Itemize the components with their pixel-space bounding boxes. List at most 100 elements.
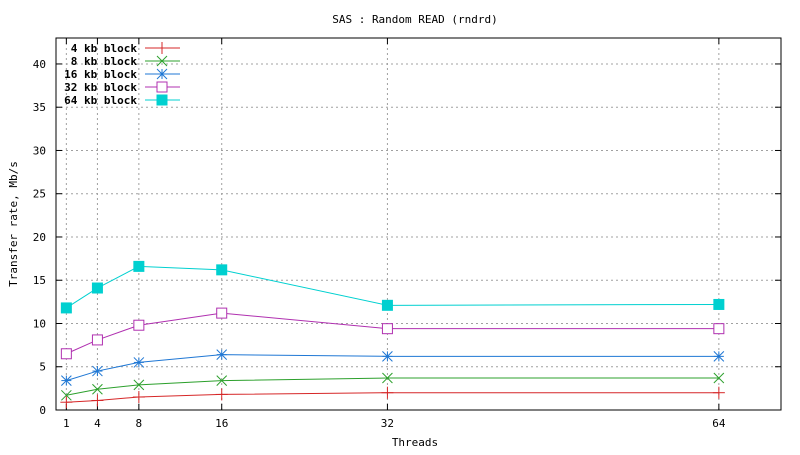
marker-square — [713, 298, 725, 310]
data-point — [215, 388, 228, 401]
data-point — [713, 298, 725, 310]
marker-square — [381, 299, 393, 311]
series-line — [66, 392, 719, 403]
legend-item: 8 kb block — [71, 55, 180, 68]
series-line — [66, 377, 719, 396]
x-tick-label: 32 — [381, 417, 394, 430]
data-point — [133, 319, 145, 331]
marker-square — [713, 323, 725, 335]
legend-label: 8 kb block — [71, 55, 138, 68]
data-point — [713, 351, 725, 362]
y-tick-label: 25 — [33, 188, 46, 201]
series-64-kb-block — [60, 260, 725, 314]
marker-square — [156, 94, 168, 106]
marker-square — [91, 334, 103, 346]
y-axis-label: Transfer rate, Mb/s — [7, 161, 20, 287]
marker-square — [216, 307, 228, 319]
data-point — [91, 394, 104, 407]
data-point — [91, 282, 103, 294]
y-tick-label: 0 — [39, 404, 46, 417]
marker-square — [60, 302, 72, 314]
marker-square — [91, 282, 103, 294]
data-point — [61, 389, 72, 401]
data-point — [133, 357, 145, 368]
gridlines — [56, 38, 781, 410]
series-16-kb-block — [61, 349, 725, 386]
data-point — [60, 396, 73, 409]
data-point — [156, 42, 168, 54]
data-point — [91, 334, 103, 346]
data-point — [156, 68, 168, 80]
data-point — [712, 386, 725, 399]
data-point — [156, 81, 168, 93]
data-point — [60, 348, 72, 360]
x-tick-label: 4 — [94, 417, 101, 430]
data-point — [133, 379, 145, 391]
marker-stroke — [382, 372, 393, 384]
marker-stroke — [92, 383, 103, 395]
marker-stroke — [61, 389, 72, 401]
marker-stroke — [156, 68, 168, 80]
data-point — [713, 323, 725, 335]
data-point — [381, 299, 393, 311]
series-4-kb-block — [60, 386, 725, 409]
legend-label: 32 kb block — [64, 81, 137, 94]
series-32-kb-block — [60, 307, 725, 360]
x-axis-label: Threads — [392, 436, 438, 449]
y-tick-label: 40 — [33, 58, 46, 71]
data-point — [713, 372, 725, 384]
data-point — [92, 365, 103, 377]
series-group — [60, 260, 725, 409]
legend-item: 4 kb block — [71, 42, 180, 55]
marker-stroke — [216, 349, 228, 360]
x-tick-label: 64 — [712, 417, 726, 430]
data-point — [133, 260, 145, 272]
y-tick-label: 10 — [33, 317, 46, 330]
data-point — [381, 386, 394, 399]
axes: 0 5 10 15 20 25 30 35 40 1 4 8 16 32 64 — [33, 38, 781, 430]
plot-frame — [55, 37, 782, 411]
y-tick-label: 35 — [33, 101, 46, 114]
data-point — [216, 307, 228, 319]
marker-square — [216, 264, 228, 276]
data-point — [132, 391, 145, 404]
marker-stroke — [133, 357, 145, 368]
y-tick-label: 5 — [39, 361, 46, 374]
legend-item: 64 kb block — [64, 94, 180, 107]
marker-square — [133, 260, 145, 272]
marker-square — [133, 319, 145, 331]
marker-stroke — [713, 351, 725, 362]
legend-label: 4 kb block — [71, 42, 138, 55]
legend-label: 64 kb block — [64, 94, 137, 107]
marker-stroke — [382, 351, 393, 362]
x-tick-label: 1 — [63, 417, 70, 430]
marker-square — [156, 81, 168, 93]
data-point — [216, 375, 228, 386]
data-point — [60, 302, 72, 314]
marker-square — [60, 348, 72, 360]
marker-stroke — [216, 375, 228, 386]
data-point — [92, 383, 103, 395]
y-tick-label: 30 — [33, 144, 46, 157]
marker-stroke — [133, 379, 145, 391]
data-point — [216, 264, 228, 276]
series-8-kb-block — [61, 372, 725, 401]
legend-item: 16 kb block — [64, 68, 180, 81]
marker-square — [381, 323, 393, 335]
legend-label: 16 kb block — [64, 68, 137, 81]
x-tick-label: 16 — [215, 417, 228, 430]
marker-stroke — [713, 372, 725, 384]
y-tick-label: 15 — [33, 274, 46, 287]
marker-stroke — [92, 365, 103, 377]
data-point — [381, 323, 393, 335]
series-line — [66, 354, 719, 382]
chart-title: SAS : Random READ (rndrd) — [332, 13, 498, 26]
data-point — [156, 94, 168, 106]
data-point — [382, 351, 393, 362]
legend-item: 32 kb block — [64, 81, 180, 94]
data-point — [216, 349, 228, 360]
y-tick-label: 20 — [33, 231, 46, 244]
